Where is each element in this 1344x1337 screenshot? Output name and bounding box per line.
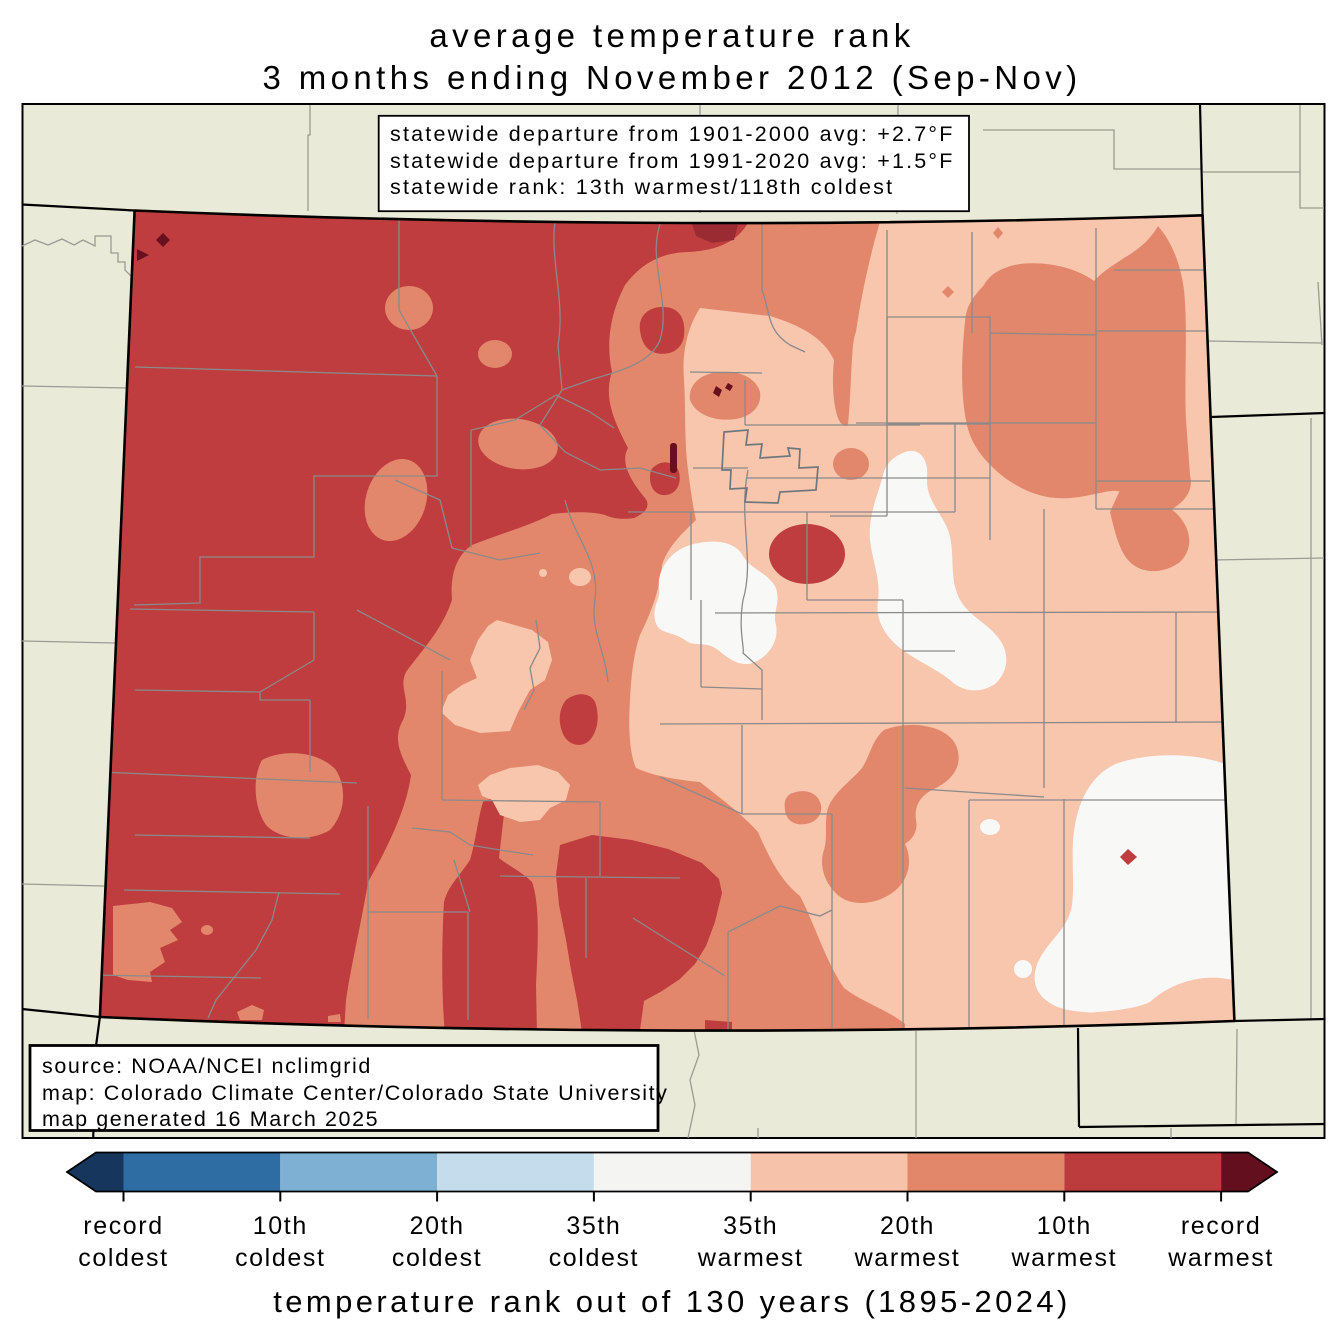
- svg-text:coldest: coldest: [392, 1244, 482, 1272]
- svg-text:record: record: [83, 1212, 163, 1240]
- svg-text:warmest: warmest: [854, 1244, 961, 1272]
- svg-text:average temperature rank: average temperature rank: [429, 17, 914, 54]
- svg-text:warmest: warmest: [697, 1244, 804, 1272]
- svg-text:coldest: coldest: [78, 1244, 168, 1272]
- svg-text:3 months ending November 2012: 3 months ending November 2012 (Sep-Nov): [262, 59, 1081, 96]
- svg-text:20th: 20th: [880, 1212, 935, 1240]
- svg-text:20th: 20th: [410, 1212, 465, 1240]
- svg-text:warmest: warmest: [1010, 1244, 1117, 1272]
- svg-text:10th: 10th: [1037, 1212, 1092, 1240]
- svg-text:record: record: [1181, 1212, 1261, 1240]
- svg-text:coldest: coldest: [549, 1244, 639, 1272]
- svg-text:map generated 16 March 2025: map generated 16 March 2025: [42, 1107, 379, 1131]
- svg-text:statewide departure from 1991-: statewide departure from 1991-2020 avg: …: [390, 149, 955, 173]
- svg-text:statewide departure from 1901-: statewide departure from 1901-2000 avg: …: [390, 122, 955, 146]
- svg-text:statewide rank: 13th warmest/1: statewide rank: 13th warmest/118th colde…: [390, 175, 894, 199]
- svg-text:temperature rank out of 130 ye: temperature rank out of 130 years (1895-…: [273, 1284, 1071, 1319]
- svg-text:source: NOAA/NCEI nclimgrid: source: NOAA/NCEI nclimgrid: [42, 1054, 372, 1078]
- svg-text:35th: 35th: [723, 1212, 778, 1240]
- svg-text:coldest: coldest: [235, 1244, 325, 1272]
- svg-text:map: Colorado Climate Center/C: map: Colorado Climate Center/Colorado St…: [42, 1081, 669, 1105]
- svg-text:warmest: warmest: [1167, 1244, 1274, 1272]
- svg-text:10th: 10th: [253, 1212, 308, 1240]
- svg-text:35th: 35th: [566, 1212, 621, 1240]
